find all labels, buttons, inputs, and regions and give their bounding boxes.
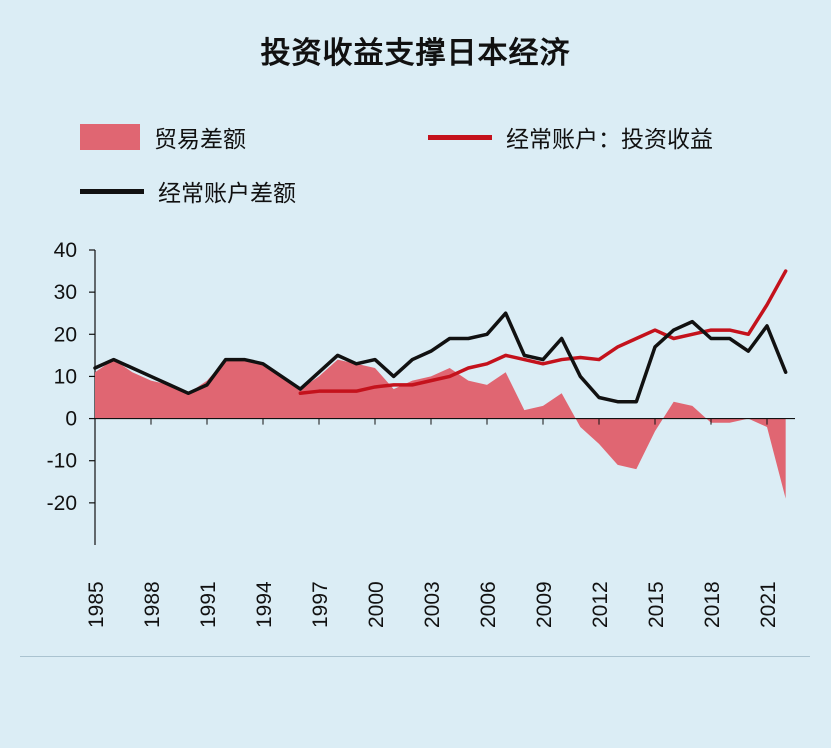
legend-label-investment-income: 经常账户：投资收益 (506, 127, 713, 153)
legend-swatch-current-account (80, 188, 144, 194)
legend-swatch-investment-income (428, 134, 492, 140)
legend-item-trade-balance: 贸易差额 (80, 120, 246, 154)
series-line-current-account (93, 311, 788, 404)
x-tick-label: 1988 (141, 581, 164, 628)
x-tick-label: 2021 (757, 581, 780, 628)
y-tick-label: 40 (54, 239, 77, 262)
x-tick-label: 2012 (589, 581, 612, 628)
x-tick-label: 2000 (365, 581, 388, 628)
x-tick-label: 1991 (197, 581, 220, 628)
x-tick-label: 1994 (253, 581, 276, 628)
legend-swatch-trade-balance (80, 124, 140, 150)
legend-item-investment-income: 经常账户：投资收益 (428, 120, 713, 154)
x-tick-label: 2006 (477, 581, 500, 628)
x-tick-label: 1985 (85, 581, 108, 628)
y-tick-label: 0 (65, 408, 77, 431)
x-tick-label: 1997 (309, 581, 332, 628)
y-tick-label: -20 (47, 492, 77, 515)
y-tick-label: 30 (54, 281, 77, 304)
chart-title: 投资收益支撑日本经济 (260, 36, 571, 71)
y-tick-label: 10 (54, 365, 77, 388)
legend-label-current-account: 经常账户差额 (158, 181, 296, 207)
bottom-divider (20, 656, 810, 657)
x-tick-label: 2018 (701, 581, 724, 628)
x-tick-label: 2003 (421, 581, 444, 628)
legend-label-trade-balance: 贸易差额 (154, 127, 246, 153)
legend-item-current-account: 经常账户差额 (80, 174, 296, 208)
y-tick-label: 20 (54, 323, 77, 346)
series-area-trade-balance (95, 359, 786, 499)
x-tick-label: 2009 (533, 581, 556, 628)
x-tick-label: 2015 (645, 581, 668, 628)
y-tick-label: -10 (47, 450, 77, 473)
